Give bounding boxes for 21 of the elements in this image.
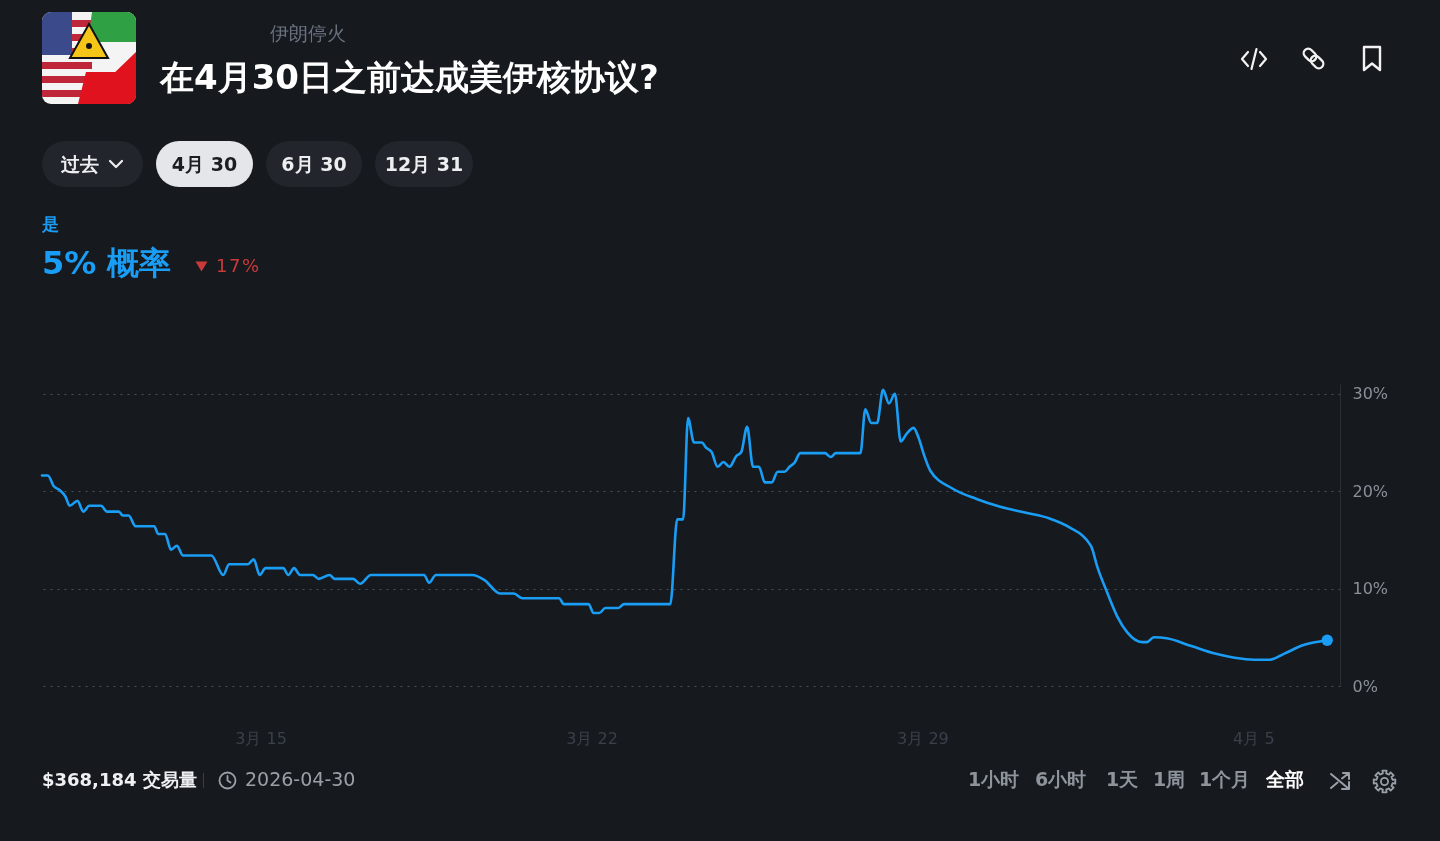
y-tick-label: 20% bbox=[1352, 481, 1389, 501]
text: 17% bbox=[216, 255, 261, 277]
text: 5% 概率 bbox=[42, 244, 172, 283]
tab-button: 6月 30 bbox=[266, 141, 362, 187]
tab-button: 4月 30 bbox=[156, 141, 253, 187]
chart-title: 在4月30日之前达成美伊核协议? bbox=[160, 57, 659, 98]
text: 全部 bbox=[1266, 768, 1304, 791]
dropdown-button: 过去 bbox=[42, 141, 143, 187]
text: 1周 bbox=[1153, 768, 1186, 791]
text: $368,184 交易量 bbox=[42, 769, 197, 791]
text: 6小时 bbox=[1035, 768, 1087, 791]
text: 1个月 bbox=[1199, 768, 1251, 791]
text: 2026-04-30 bbox=[245, 768, 356, 791]
tab-button: 12月 31 bbox=[375, 141, 473, 187]
text: 是 bbox=[42, 214, 59, 235]
y-tick-label: 0% bbox=[1352, 676, 1378, 696]
text: 1小时 bbox=[968, 768, 1020, 791]
y-tick-label: 10% bbox=[1352, 579, 1389, 599]
text: 1天 bbox=[1106, 768, 1139, 791]
text: 伊朗停火 bbox=[270, 22, 346, 45]
y-tick-label: 30% bbox=[1352, 384, 1389, 404]
